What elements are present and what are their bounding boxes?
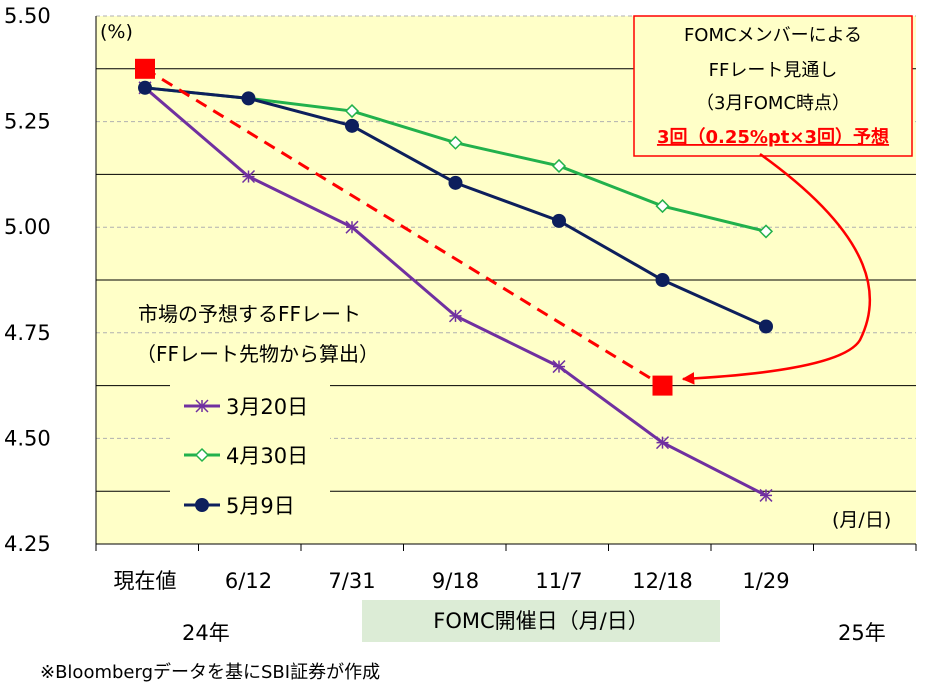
fomc-caption-box <box>362 600 720 642</box>
y-unit-label: (%) <box>100 21 133 43</box>
x-unit-label: (月/日) <box>832 509 891 531</box>
legend-item: 4月30日 <box>184 444 308 468</box>
data-point <box>448 309 463 323</box>
data-point <box>448 135 463 150</box>
data-point <box>655 273 670 287</box>
data-point <box>759 488 773 502</box>
x-tick-label: 1/29 <box>742 569 789 593</box>
data-point <box>241 91 256 106</box>
callout-line-3: （3月FOMC時点） <box>696 93 850 114</box>
legend-marker <box>194 447 210 463</box>
data-point <box>344 103 360 119</box>
series-lines <box>137 80 774 502</box>
legend-item: 3月20日 <box>184 395 308 419</box>
y-tick-labels: 4.25 4.50 4.75 5.00 5.25 5.50 <box>4 4 51 556</box>
footnote: ※Bloombergデータを基にSBI証券が作成 <box>40 662 380 683</box>
y-tick-label: 4.25 <box>4 532 51 556</box>
projection-start-marker <box>135 58 155 79</box>
legend-label: 3月20日 <box>226 395 308 419</box>
data-point <box>552 360 566 374</box>
x-tick-label: 6/12 <box>225 569 272 593</box>
legend-label: 5月9日 <box>226 494 295 518</box>
data-point <box>448 175 463 190</box>
data-point <box>345 118 359 133</box>
y-tick-label: 5.25 <box>4 110 51 134</box>
x-tick-labels: 現在値 6/12 7/31 9/18 11/7 12/18 1/29 <box>114 569 790 593</box>
fomc-projection <box>135 58 673 396</box>
y-tick-label: 4.75 <box>4 321 51 345</box>
data-point <box>551 158 567 174</box>
projection-line <box>144 67 664 387</box>
fomc-callout-box <box>633 15 913 157</box>
y-tick-label: 5.50 <box>4 4 51 28</box>
legend-marker <box>195 399 209 413</box>
callout-highlight: 3回（0.25%pt×3回）予想 <box>657 126 889 148</box>
x-tick-label: 現在値 <box>114 569 177 593</box>
x-tick-label: 9/18 <box>432 569 479 593</box>
legend: 市場の予想するFFレート （FFレート先物から算出） 3月20日 4月30日 5月9… <box>136 302 379 526</box>
y-tick-label: 5.00 <box>4 215 51 239</box>
data-point <box>345 220 359 234</box>
year-label-2024: 24年 <box>182 621 230 645</box>
data-point <box>655 199 670 214</box>
x-tick-label: 7/31 <box>328 569 375 593</box>
data-point <box>241 169 256 184</box>
legend-items: 3月20日 4月30日 5月9日 <box>184 395 308 518</box>
data-point <box>552 213 566 228</box>
series-3 <box>138 80 773 334</box>
legend-marker <box>195 498 209 512</box>
y-tick-label: 4.50 <box>4 426 51 450</box>
callout-line-2: FFレート見通し <box>709 60 838 81</box>
projection-end-marker <box>652 375 673 396</box>
x-tick-label: 11/7 <box>535 569 582 593</box>
callout-arrow <box>681 152 872 385</box>
axes <box>95 16 917 551</box>
legend-title-line1: 市場の予想するFFレート <box>138 302 361 326</box>
year-label-2025: 25年 <box>838 621 886 645</box>
legend-item: 5月9日 <box>184 494 295 518</box>
data-point <box>759 319 773 334</box>
callout-line-1: FOMCメンバーによる <box>684 25 862 46</box>
data-point <box>138 80 152 95</box>
data-point <box>655 436 670 450</box>
legend-label: 4月30日 <box>226 444 308 468</box>
data-point <box>758 224 774 239</box>
legend-title-line2: （FFレート先物から算出） <box>136 342 379 366</box>
x-tick-label: 12/18 <box>632 569 693 593</box>
fomc-caption: FOMC開催日（月/日） <box>433 609 648 633</box>
